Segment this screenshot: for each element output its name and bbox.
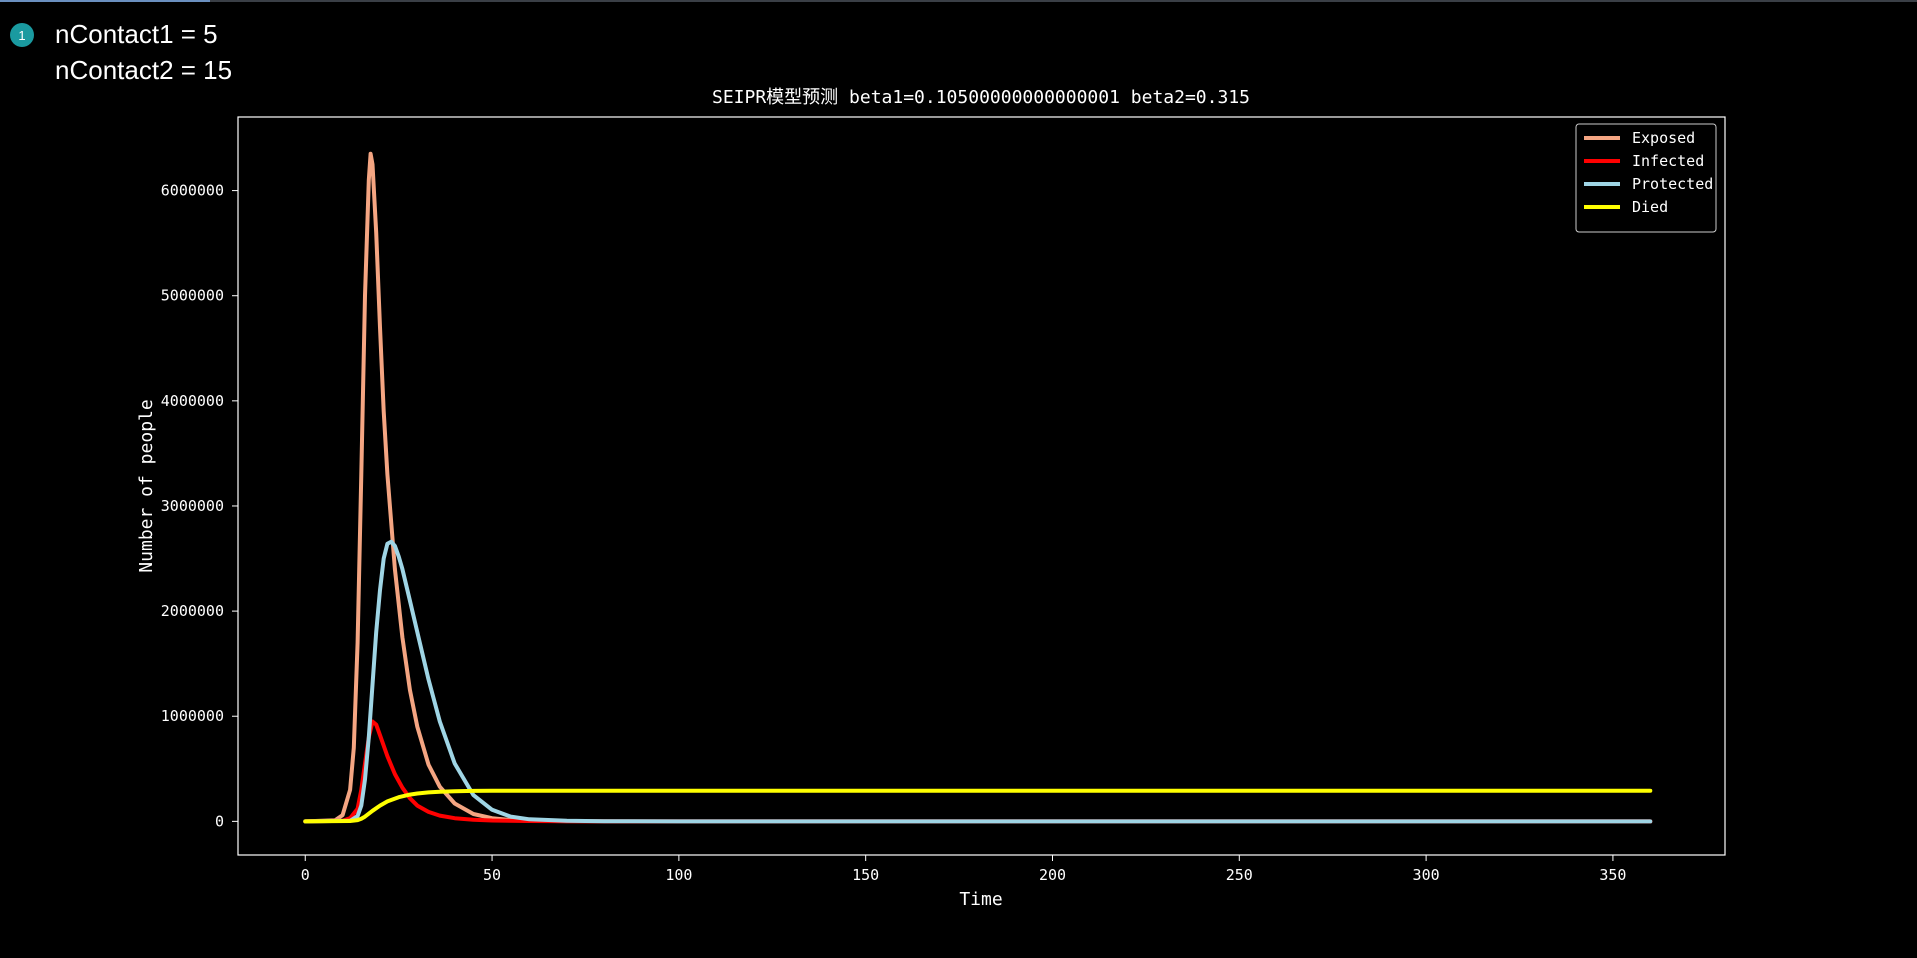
x-tick-label: 200 bbox=[1039, 866, 1066, 884]
series-line-died bbox=[303, 788, 1653, 824]
legend-label-protected: Protected bbox=[1632, 175, 1713, 193]
y-tick-label: 2000000 bbox=[161, 602, 224, 620]
x-axis-label: Time bbox=[959, 889, 1002, 910]
x-tick-label: 250 bbox=[1226, 866, 1253, 884]
output-line-ncontact1: nContact1 = 5 bbox=[55, 19, 218, 49]
legend-label-died: Died bbox=[1632, 198, 1668, 216]
y-tick-label: 0 bbox=[215, 812, 224, 830]
series-line-infected bbox=[303, 719, 1653, 824]
x-tick-label: 100 bbox=[665, 866, 692, 884]
legend-label-exposed: Exposed bbox=[1632, 129, 1695, 147]
y-tick-label: 6000000 bbox=[161, 182, 224, 200]
x-tick-label: 50 bbox=[483, 866, 501, 884]
y-tick-label: 4000000 bbox=[161, 392, 224, 410]
y-tick-label: 3000000 bbox=[161, 497, 224, 515]
y-tick-label: 5000000 bbox=[161, 287, 224, 305]
x-tick-label: 0 bbox=[301, 866, 310, 884]
legend-label-infected: Infected bbox=[1632, 152, 1704, 170]
y-tick-label: 1000000 bbox=[161, 707, 224, 725]
output-line-ncontact2: nContact2 = 15 bbox=[55, 55, 233, 85]
plot-frame bbox=[237, 116, 1726, 856]
y-axis-label: Number of people bbox=[136, 399, 157, 572]
x-tick-label: 150 bbox=[852, 866, 879, 884]
series-line-protected bbox=[303, 539, 1653, 824]
window-top-border bbox=[0, 0, 1917, 2]
execution-count-badge: 1 bbox=[10, 23, 34, 47]
x-tick-label: 350 bbox=[1599, 866, 1626, 884]
x-tick-label: 300 bbox=[1413, 866, 1440, 884]
chart-title: SEIPR模型预测 beta1=0.10500000000000001 beta… bbox=[712, 87, 1250, 108]
chart-legend: Exposed Infected Protected Died bbox=[1575, 123, 1717, 233]
y-axis-ticks: 0 1000000 2000000 3000000 4000000 5000000 6000… bbox=[161, 182, 238, 830]
x-axis-ticks: 0 50 100 150 200 250 300 350 bbox=[301, 855, 1626, 884]
window-top-accent bbox=[0, 0, 210, 2]
series-layer bbox=[303, 151, 1653, 824]
series-line-exposed bbox=[303, 151, 1653, 824]
